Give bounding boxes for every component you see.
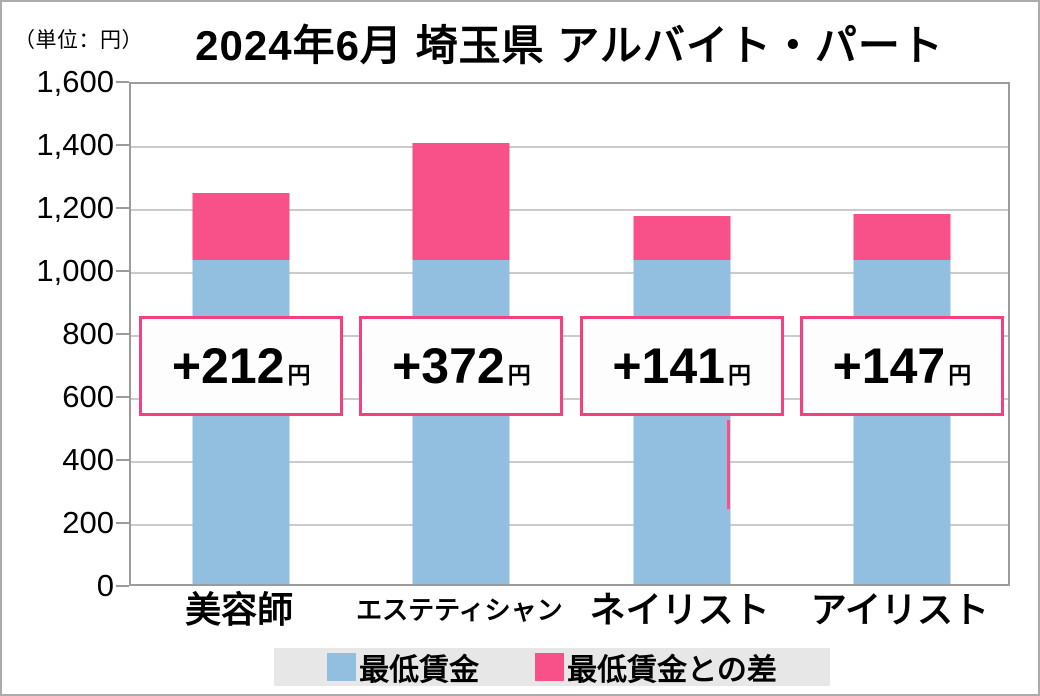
legend-swatch-diff (535, 653, 565, 681)
y-tick-label: 400 (62, 442, 114, 477)
callout-unit: 円 (727, 362, 751, 388)
y-tick-mark (116, 522, 129, 524)
bar-slot (792, 84, 1012, 584)
minimum-wage-segment (192, 260, 290, 584)
minimum-wage-segment (412, 260, 510, 584)
y-tick-label: 200 (62, 505, 114, 540)
value-callout: +147 円 (799, 316, 1004, 416)
legend-item: 最低賃金 (327, 645, 479, 689)
callout-unit: 円 (507, 362, 531, 388)
diff-segment (853, 214, 951, 260)
gridline (131, 461, 1008, 463)
callout-unit: 円 (948, 362, 972, 388)
y-tick-mark (116, 333, 129, 335)
gridline (131, 524, 1008, 526)
legend-label: 最低賃金との差 (567, 654, 777, 687)
gridline (131, 335, 1008, 337)
callout-value: +141 (612, 338, 725, 394)
legend: 最低賃金 最低賃金との差 (274, 645, 830, 689)
gridline (131, 209, 1008, 211)
y-tick-label: 800 (62, 316, 114, 351)
value-callout: +141 円 (579, 316, 784, 416)
y-tick-label: 1,600 (36, 64, 114, 99)
minimum-wage-segment (633, 260, 731, 584)
diff-segment (633, 216, 731, 260)
gridline (131, 146, 1008, 148)
minimum-wage-segment (853, 260, 951, 584)
y-tick-label: 600 (62, 379, 114, 414)
stacked-bar (633, 216, 731, 584)
callout-value: +147 (832, 338, 946, 394)
x-category-label: 美容師 (185, 589, 294, 630)
y-tick-label: 0 (96, 568, 114, 603)
unit-label: （単位：円） (14, 29, 143, 52)
diff-segment (412, 143, 510, 260)
x-category-label: ネイリスト (589, 589, 770, 630)
y-tick-mark (116, 585, 129, 587)
y-tick-mark (116, 270, 129, 272)
y-tick-mark (116, 396, 129, 398)
value-callout: +212 円 (139, 316, 344, 416)
legend-item: 最低賃金との差 (535, 645, 777, 689)
bar-slot (131, 84, 351, 584)
stray-pink-line (727, 420, 731, 509)
y-tick-mark (116, 81, 129, 83)
stacked-bar (192, 193, 290, 584)
callout-unit: 円 (287, 362, 311, 388)
gridline (131, 398, 1008, 400)
chart-title: 2024年6月 埼玉県 アルバイト・パート (195, 22, 944, 69)
bar-slot (572, 84, 792, 584)
legend-swatch-minimum-wage (327, 653, 357, 681)
y-tick-label: 1,000 (36, 253, 114, 288)
x-category-label: アイリスト (810, 589, 989, 630)
bar-slot (351, 84, 571, 584)
legend-label: 最低賃金 (359, 654, 480, 687)
gridline (131, 272, 1008, 274)
y-tick-mark (116, 459, 129, 461)
callout-value: +372 (392, 338, 505, 394)
x-category-label: エステティシャン (356, 595, 563, 625)
y-tick-label: 1,200 (36, 190, 114, 225)
plot-area: +212 円 +372 円 +141 円 +147 円 (129, 82, 1010, 586)
diff-segment (192, 193, 290, 260)
callout-value: +212 (171, 338, 285, 394)
y-tick-label: 1,400 (36, 127, 114, 162)
value-callout: +372 円 (359, 316, 564, 416)
y-tick-mark (116, 144, 129, 146)
stacked-bar (412, 143, 510, 584)
y-tick-mark (116, 207, 129, 209)
stacked-bar (853, 214, 951, 584)
